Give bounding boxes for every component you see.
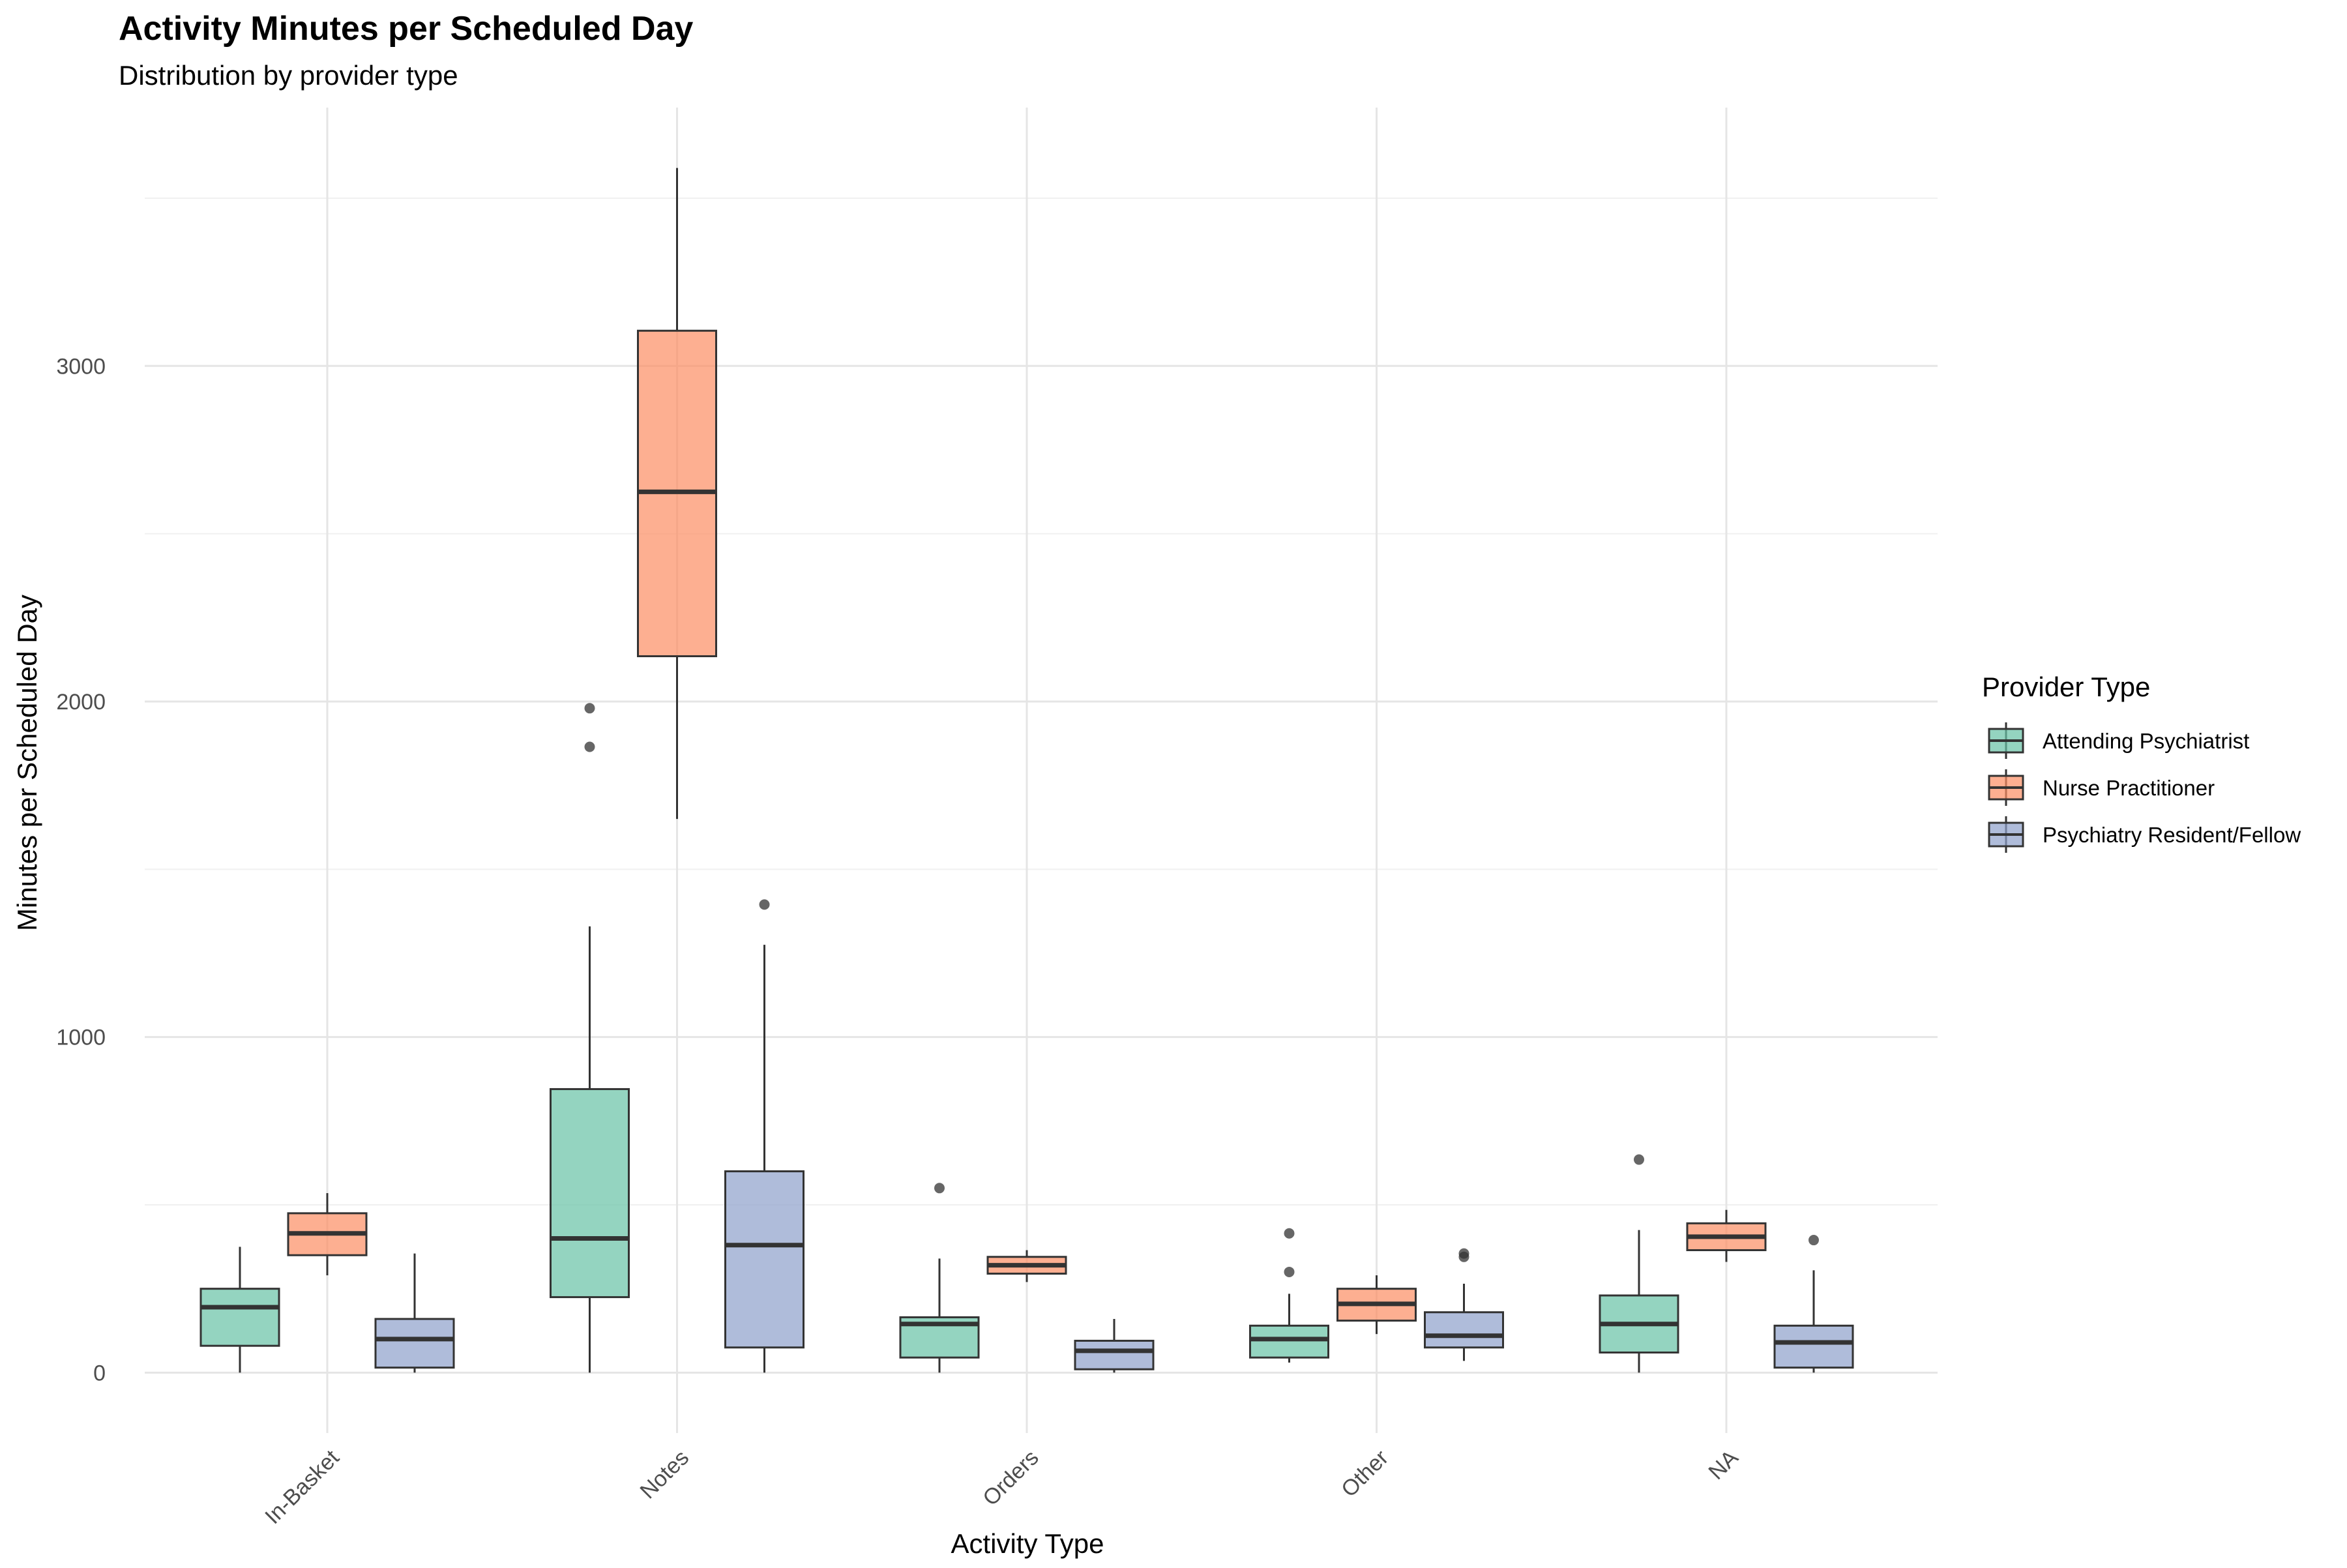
box-orders-1 [986, 1250, 1067, 1282]
box-other-2 [1424, 1248, 1504, 1361]
box-body [1773, 1324, 1854, 1369]
box-body [374, 1318, 455, 1369]
box-na-1 [1686, 1209, 1767, 1262]
box-orders-0 [899, 1183, 980, 1373]
box-layer [199, 168, 1854, 1373]
box-other-1 [1336, 1275, 1417, 1335]
y-axis-label: Minutes per Scheduled Day [12, 595, 42, 931]
y-tick-label: 0 [93, 1361, 106, 1385]
outlier-point [1284, 1266, 1295, 1277]
outlier-point [934, 1183, 945, 1194]
outlier-point [584, 741, 595, 752]
legend-label: Psychiatry Resident/Fellow [2043, 823, 2301, 847]
outlier-point [584, 703, 595, 714]
legend-label: Nurse Practitioner [2043, 776, 2215, 800]
legend-item: Psychiatry Resident/Fellow [1988, 816, 2301, 853]
outlier-point [1458, 1248, 1469, 1259]
y-tick-label: 2000 [56, 690, 106, 715]
x-tick-label: Orders [978, 1445, 1043, 1511]
outlier-point [759, 899, 770, 910]
box-body [550, 1087, 630, 1299]
box-na-0 [1599, 1154, 1679, 1373]
outlier-point [1634, 1154, 1644, 1165]
box-in-basket-2 [374, 1253, 455, 1373]
y-tick-label: 3000 [56, 354, 106, 379]
legend: Provider Type Attending Psychiatrist Nurs… [1982, 672, 2301, 853]
legend-title: Provider Type [1982, 672, 2150, 702]
box-notes-0 [550, 703, 630, 1373]
box-in-basket-1 [287, 1193, 368, 1276]
legend-item: Attending Psychiatrist [1988, 722, 2249, 759]
box-na-2 [1773, 1235, 1854, 1373]
box-in-basket-0 [199, 1247, 280, 1373]
chart-subtitle: Distribution by provider type [119, 60, 458, 91]
legend-label: Attending Psychiatrist [2043, 729, 2249, 753]
outlier-point [1284, 1228, 1295, 1239]
x-tick-label: Notes [635, 1445, 694, 1504]
box-body [1424, 1311, 1504, 1349]
x-axis-label: Activity Type [951, 1528, 1104, 1559]
x-tick-label: NA [1704, 1445, 1743, 1485]
box-other-0 [1249, 1228, 1329, 1363]
axis-layer: Activity Type Minutes per Scheduled Day … [12, 354, 1743, 1559]
box-notes-1 [637, 168, 717, 820]
box-body [1074, 1339, 1155, 1370]
box-body [724, 1170, 804, 1349]
box-notes-2 [724, 899, 804, 1373]
box-body [199, 1288, 280, 1347]
x-tick-label: In-Basket [260, 1445, 344, 1529]
y-tick-label: 1000 [56, 1026, 106, 1050]
chart-title: Activity Minutes per Scheduled Day [119, 10, 694, 48]
box-orders-2 [1074, 1319, 1155, 1373]
x-tick-label: Other [1336, 1445, 1393, 1502]
outlier-point [1808, 1235, 1819, 1246]
box-body [1249, 1324, 1329, 1359]
grid-layer [145, 108, 1938, 1433]
legend-item: Nurse Practitioner [1988, 769, 2215, 806]
